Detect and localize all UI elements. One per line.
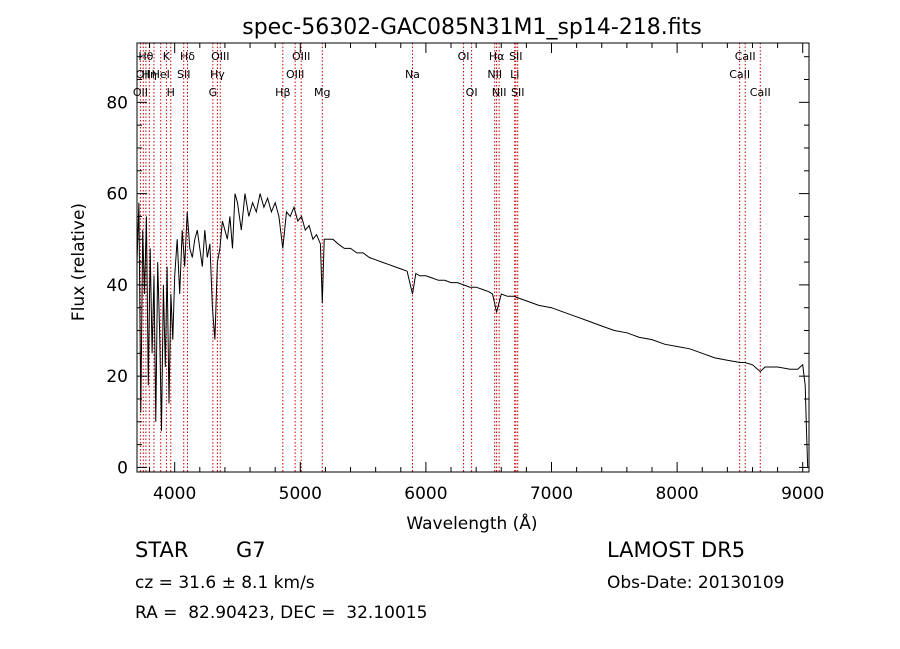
marker-label: HeI bbox=[152, 68, 170, 81]
marker-label: CaII bbox=[729, 68, 750, 81]
marker-label: Hθ bbox=[138, 50, 153, 63]
line-marker-labels: OIIOIIHθHηHeIKHSIIHδGHγOIIIHβOIIIOIIIMgN… bbox=[133, 50, 771, 99]
marker-label: OI bbox=[458, 50, 470, 63]
x-tick-label: 4000 bbox=[153, 484, 196, 504]
marker-label: H bbox=[167, 86, 175, 99]
marker-label: Hδ bbox=[180, 50, 195, 63]
y-tick-label: 20 bbox=[106, 367, 128, 387]
object-class: STAR bbox=[135, 538, 189, 562]
y-tick-label: 0 bbox=[117, 458, 128, 478]
chart-title: spec-56302-GAC085N31M1_sp14-218.fits bbox=[242, 15, 702, 40]
x-tick-label: 9000 bbox=[781, 484, 824, 504]
marker-label: Li bbox=[510, 68, 519, 81]
marker-label: SII bbox=[509, 50, 522, 63]
obs-date: Obs-Date: 20130109 bbox=[607, 573, 785, 593]
x-tick-label: 5000 bbox=[279, 484, 322, 504]
y-axis: 0 20 40 60 80 bbox=[106, 56, 809, 478]
plot-frame bbox=[136, 42, 810, 473]
spectrum-chart: spec-56302-GAC085N31M1_sp14-218.fits OII… bbox=[69, 15, 824, 534]
survey-name: LAMOST DR5 bbox=[607, 538, 746, 562]
marker-label: OIII bbox=[292, 50, 310, 63]
marker-label: OIII bbox=[211, 50, 229, 63]
marker-label: Hα bbox=[489, 50, 505, 63]
x-tick-label: 6000 bbox=[404, 484, 447, 504]
marker-label: SII bbox=[511, 86, 524, 99]
marker-label: OIII bbox=[286, 68, 304, 81]
marker-label: G bbox=[209, 86, 218, 99]
marker-label: OI bbox=[466, 86, 478, 99]
y-tick-label: 40 bbox=[106, 276, 128, 296]
marker-label: Na bbox=[405, 68, 420, 81]
marker-label: Hβ bbox=[275, 86, 290, 99]
marker-label: OII bbox=[133, 86, 148, 99]
marker-label: Hγ bbox=[210, 68, 225, 81]
y-tick-label: 80 bbox=[106, 93, 128, 113]
spectrum-line bbox=[136, 193, 809, 468]
x-tick-label: 7000 bbox=[530, 484, 573, 504]
coordinates: RA = 82.90423, DEC = 32.10015 bbox=[135, 603, 428, 623]
marker-label: K bbox=[163, 50, 171, 63]
marker-label: Hη bbox=[142, 68, 157, 81]
marker-label: OII bbox=[136, 68, 151, 81]
x-axis-label: Wavelength (Å) bbox=[406, 512, 537, 534]
y-axis-label: Flux (relative) bbox=[69, 203, 89, 321]
y-tick-label: 60 bbox=[106, 185, 128, 205]
marker-label: SII bbox=[177, 68, 190, 81]
x-tick-label: 8000 bbox=[655, 484, 698, 504]
object-subclass: G7 bbox=[236, 538, 266, 562]
marker-label: CaII bbox=[735, 50, 756, 63]
marker-label: NII bbox=[487, 68, 502, 81]
marker-label: CaII bbox=[750, 86, 771, 99]
marker-label: Mg bbox=[314, 86, 330, 99]
x-axis: 4000 5000 6000 7000 8000 9000 bbox=[149, 43, 824, 504]
redshift-cz: cz = 31.6 ± 8.1 km/s bbox=[135, 573, 315, 593]
marker-label: NII bbox=[492, 86, 507, 99]
line-markers bbox=[139, 43, 761, 472]
